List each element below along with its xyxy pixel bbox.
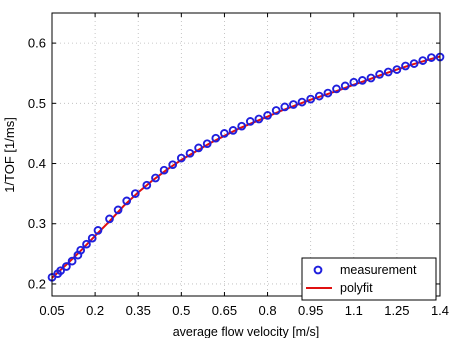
data-point-measurement <box>280 102 290 112</box>
x-axis-label: average flow velocity [m/s] <box>173 325 320 338</box>
x-tick-label: 0.2 <box>86 303 104 318</box>
data-point-measurement <box>76 245 86 255</box>
data-point-measurement <box>62 262 71 271</box>
data-point-measurement <box>375 70 384 79</box>
data-point-measurement <box>87 233 97 243</box>
data-point-measurement <box>228 126 238 135</box>
legend-label-polyfit: polyfit <box>340 281 373 295</box>
series-layer <box>47 52 445 282</box>
data-point-measurement <box>67 256 77 266</box>
data-point-measurement <box>418 56 428 65</box>
y-tick-label: 0.6 <box>28 36 46 51</box>
x-tick-label: 0.35 <box>126 303 151 318</box>
data-point-measurement <box>93 226 103 235</box>
x-tick-label: 0.5 <box>172 303 190 318</box>
data-point-measurement <box>113 205 123 215</box>
data-point-measurement <box>263 111 272 120</box>
data-point-measurement <box>306 94 316 104</box>
x-tick-label: 1.25 <box>384 303 409 318</box>
plot-frame <box>51 12 441 297</box>
x-tick-label: 0.65 <box>212 303 237 318</box>
grid-lines <box>52 13 440 296</box>
data-point-measurement <box>185 148 195 158</box>
data-point-measurement <box>254 114 264 124</box>
legend-label-measurement: measurement <box>340 263 417 277</box>
data-point-measurement <box>211 133 221 143</box>
data-point-measurement <box>176 153 186 163</box>
y-tick-label: 0.5 <box>28 96 46 111</box>
data-point-measurement <box>220 129 229 138</box>
data-point-measurement <box>366 73 376 83</box>
data-point-measurement <box>202 139 212 149</box>
data-point-measurement <box>358 76 367 85</box>
data-point-measurement <box>105 214 114 224</box>
data-point-measurement <box>194 143 203 153</box>
data-point-measurement <box>237 121 247 131</box>
data-point-measurement <box>427 53 436 62</box>
data-point-measurement <box>56 266 65 276</box>
data-point-measurement <box>151 173 160 183</box>
data-point-measurement <box>392 65 402 74</box>
x-tick-label: 0.05 <box>39 303 64 318</box>
legend-marker-measurement <box>313 265 323 275</box>
data-point-measurement <box>323 88 333 98</box>
y-tick-label: 0.3 <box>28 216 46 231</box>
plot-area <box>52 13 440 296</box>
data-point-measurement <box>289 100 298 109</box>
y-tick-label: 0.4 <box>28 156 46 171</box>
x-tick-label: 1.4 <box>431 303 449 318</box>
y-axis-label: 1/TOF [1/ms] <box>2 117 17 193</box>
data-point-measurement <box>332 84 341 94</box>
data-point-measurement <box>122 196 132 206</box>
data-point-measurement <box>142 180 152 190</box>
data-point-measurement <box>168 160 178 170</box>
data-point-measurement <box>82 239 91 249</box>
data-point-measurement <box>314 91 324 101</box>
data-point-measurement <box>245 117 255 126</box>
x-tick-label: 1.1 <box>345 303 363 318</box>
data-point-measurement <box>340 81 350 91</box>
x-tick-label: 0.8 <box>259 303 277 318</box>
data-point-measurement <box>383 67 393 77</box>
legend: measurement polyfit <box>301 257 437 301</box>
x-tick-label: 0.95 <box>298 303 323 318</box>
data-point-measurement <box>130 189 140 198</box>
y-tick-label: 0.2 <box>28 276 46 291</box>
data-point-measurement <box>159 165 169 175</box>
data-point-measurement <box>401 61 410 71</box>
data-point-measurement <box>409 59 419 68</box>
data-point-measurement <box>271 106 281 115</box>
data-point-measurement <box>349 77 359 87</box>
legend-box <box>301 257 437 301</box>
data-point-measurement <box>297 97 307 107</box>
axis-ticks: 0.05 0.2 0.35 0.5 0.65 0.8 0.95 1.1 1.25 1.4 0.2 0.… <box>28 13 449 318</box>
